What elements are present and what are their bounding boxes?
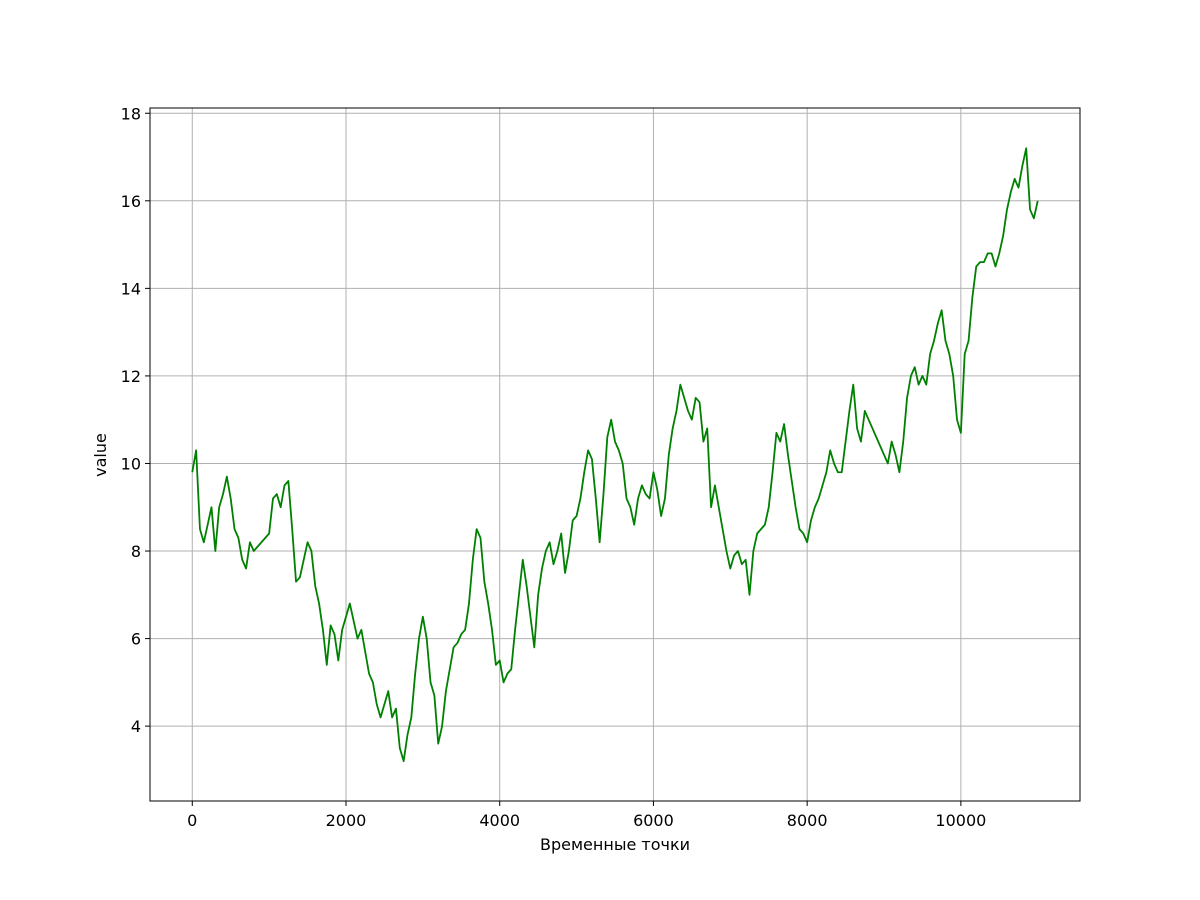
y-tick-label: 16	[121, 192, 141, 211]
y-tick-label: 12	[121, 367, 141, 386]
grid-layer	[150, 108, 1080, 801]
y-tick-label: 4	[131, 717, 141, 736]
x-tick-label: 0	[187, 811, 197, 830]
tick-layer: 0 2000 4000 6000 8000 10000 4 6 8 10 12 14 16 18	[121, 104, 987, 830]
x-tick-label: 2000	[326, 811, 367, 830]
plot-layer	[191, 147, 1039, 763]
y-tick-label: 18	[121, 104, 141, 123]
y-tick-label: 6	[131, 630, 141, 649]
x-tick-label: 4000	[479, 811, 520, 830]
x-tick-label: 8000	[787, 811, 828, 830]
y-axis-label: value	[91, 433, 110, 477]
y-tick-label: 10	[121, 454, 141, 473]
y-tick-label: 14	[121, 279, 141, 298]
data-line	[191, 147, 1039, 763]
y-tick-label: 8	[131, 542, 141, 561]
x-tick-label: 10000	[935, 811, 986, 830]
x-axis-label: Временные точки	[540, 835, 690, 854]
plot-frame	[149, 107, 1081, 802]
x-tick-label: 6000	[633, 811, 674, 830]
